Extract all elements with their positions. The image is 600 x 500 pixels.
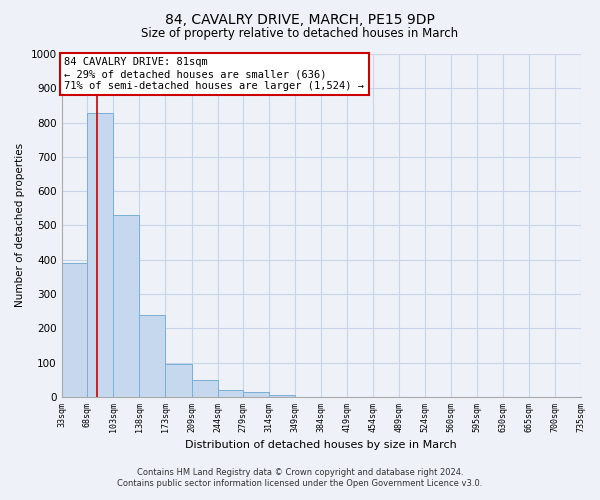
Bar [218, 390, 244, 397]
Bar [191, 380, 218, 397]
Text: Size of property relative to detached houses in March: Size of property relative to detached ho… [142, 28, 458, 40]
Bar [62, 263, 88, 397]
Bar [88, 113, 113, 397]
Text: 84 CAVALRY DRIVE: 81sqm
← 29% of detached houses are smaller (636)
71% of semi-d: 84 CAVALRY DRIVE: 81sqm ← 29% of detache… [64, 58, 364, 90]
Text: Contains HM Land Registry data © Crown copyright and database right 2024.
Contai: Contains HM Land Registry data © Crown c… [118, 468, 482, 487]
Bar [139, 314, 165, 397]
X-axis label: Distribution of detached houses by size in March: Distribution of detached houses by size … [185, 440, 457, 450]
Text: 84, CAVALRY DRIVE, MARCH, PE15 9DP: 84, CAVALRY DRIVE, MARCH, PE15 9DP [165, 12, 435, 26]
Bar [244, 392, 269, 397]
Y-axis label: Number of detached properties: Number of detached properties [15, 144, 25, 308]
Bar [165, 364, 191, 397]
Bar [113, 215, 139, 397]
Bar [269, 395, 295, 397]
